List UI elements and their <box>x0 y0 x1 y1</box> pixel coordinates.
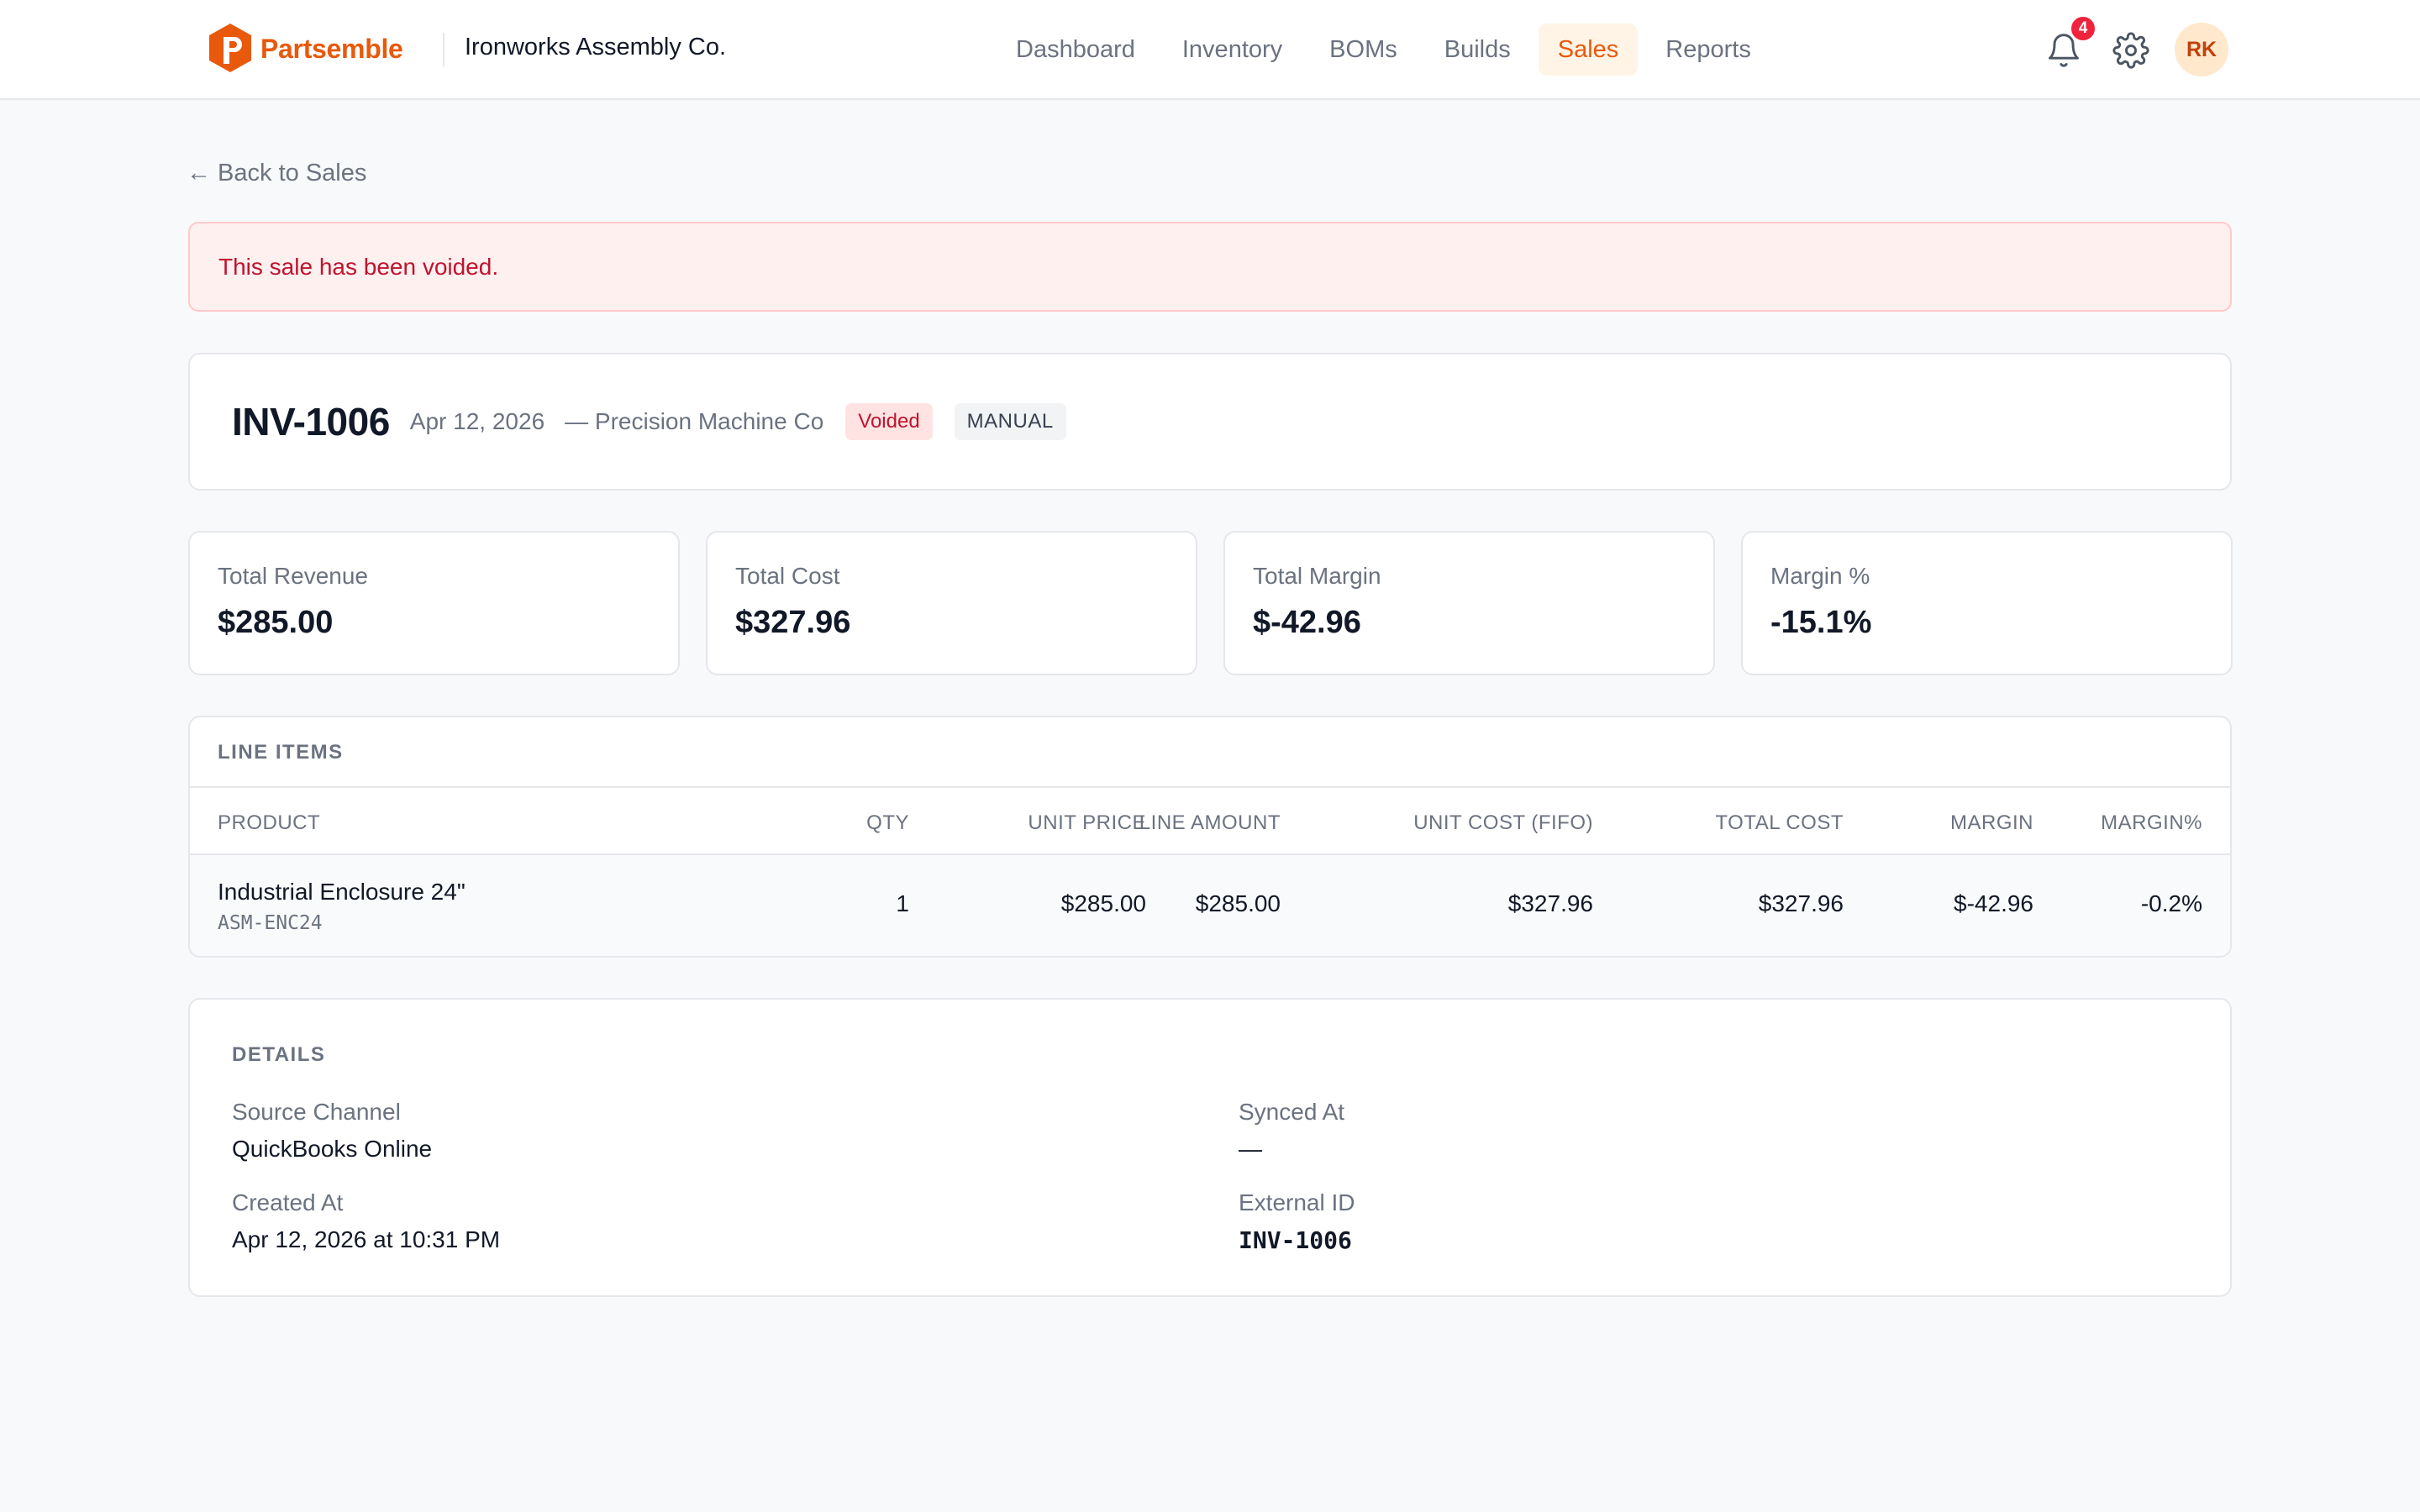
stat-label: Margin % <box>1770 563 1870 589</box>
alert-message: This sale has been voided. <box>218 253 499 280</box>
stat-label: Total Margin <box>1253 563 1381 589</box>
col-line-amount-label: LINE AMOUNT <box>1139 811 1281 834</box>
line-items-table-header: PRODUCT QTY UNIT PRICE LINE AMOUNT UNIT … <box>190 786 2230 855</box>
stat-value: $327.96 <box>735 605 851 640</box>
stat-label: Total Revenue <box>218 563 369 589</box>
back-to-sales-link[interactable]: ← Back to Sales <box>187 160 367 186</box>
col-qty: QTY <box>866 811 909 834</box>
line-items-title: LINE ITEMS <box>218 741 344 764</box>
brand-divider <box>443 33 445 66</box>
voided-alert: This sale has been voided. <box>188 222 2232 312</box>
nav-sales[interactable]: Sales <box>1538 24 1639 76</box>
synced-at-label: Synced At <box>1239 1099 1345 1125</box>
product-name: Industrial Enclosure 24" <box>218 879 466 905</box>
synced-at-value: — <box>1239 1136 1262 1162</box>
external-id-label: External ID <box>1239 1189 1355 1215</box>
details-card: DETAILS Source Channel QuickBooks Online… <box>188 998 2232 1297</box>
col-margin-percent: MARGIN% <box>2101 811 2202 834</box>
partsemble-logo-icon <box>209 24 251 72</box>
nav-inventory[interactable]: Inventory <box>1181 35 1283 63</box>
line-items-card: LINE ITEMS PRODUCT QTY UNIT PRICE LINE A… <box>188 716 2232 958</box>
col-unit-cost: UNIT COST (FIFO) <box>1413 811 1593 834</box>
cell-total-cost: $327.96 <box>1758 890 1844 916</box>
created-at-label: Created At <box>232 1189 344 1215</box>
customer-name: — Precision Machine Co <box>565 408 824 434</box>
cell-margin: $-42.96 <box>1954 890 2033 916</box>
stat-value: $-42.96 <box>1253 605 1361 640</box>
top-navbar: Partsemble Ironworks Assembly Co. Dashbo… <box>0 0 2420 100</box>
notification-badge: 4 <box>2070 15 2096 42</box>
brand-logo-link[interactable]: Partsemble <box>207 22 403 76</box>
stat-label: Total Cost <box>735 563 840 589</box>
nav-boms[interactable]: BOMs <box>1329 35 1397 63</box>
nav-reports[interactable]: Reports <box>1665 35 1751 63</box>
created-at-value: Apr 12, 2026 at 10:31 PM <box>232 1226 501 1252</box>
col-total-cost: TOTAL COST <box>1715 811 1844 834</box>
details-title: DETAILS <box>232 1043 326 1066</box>
source-channel-value: QuickBooks Online <box>232 1136 433 1162</box>
status-badge: Voided <box>845 403 933 440</box>
stat-total-margin: Total Margin $-42.96 <box>1223 531 1715 675</box>
stat-value: -15.1% <box>1770 605 1872 640</box>
nav-dashboard[interactable]: Dashboard <box>1016 35 1135 63</box>
stat-total-revenue: Total Revenue $285.00 <box>188 531 680 675</box>
sale-date: Apr 12, 2026 <box>409 408 545 434</box>
cell-unit-cost: $327.96 <box>1507 890 1593 916</box>
brand-name: Partsemble <box>260 33 403 64</box>
sale-header-card: INV-1006 Apr 12, 2026 — Precision Machin… <box>188 353 2232 491</box>
bell-icon[interactable] <box>2045 32 2082 69</box>
cell-margin-percent: -0.2% <box>2140 890 2202 916</box>
user-avatar[interactable]: RK <box>2175 23 2228 76</box>
stat-total-cost: Total Cost $327.96 <box>706 531 1197 675</box>
gear-icon[interactable] <box>2112 32 2149 69</box>
cell-unit-price: $285.00 <box>1060 890 1146 916</box>
table-row[interactable]: Industrial Enclosure 24" ASM-ENC24 1 $28… <box>190 855 2230 956</box>
source-channel-label: Source Channel <box>232 1099 401 1125</box>
stat-value: $285.00 <box>218 605 334 640</box>
main-nav: Dashboard Inventory BOMs Builds Sales Re… <box>997 24 1779 76</box>
col-unit-price: UNIT PRICE <box>1028 811 1146 834</box>
invoice-number: INV-1006 <box>232 400 390 444</box>
cell-line-amount: $285.00 <box>1195 890 1281 916</box>
source-badge: MANUAL <box>954 403 1066 440</box>
organization-name: Ironworks Assembly Co. <box>465 34 727 60</box>
cell-qty: 1 <box>896 890 909 916</box>
nav-builds[interactable]: Builds <box>1444 35 1511 63</box>
col-product: PRODUCT <box>218 811 321 834</box>
col-margin: MARGIN <box>1950 811 2033 834</box>
product-sku: ASM-ENC24 <box>218 912 323 934</box>
external-id-value: INV-1006 <box>1239 1226 1352 1254</box>
stat-margin-percent: Margin % -15.1% <box>1741 531 2233 675</box>
